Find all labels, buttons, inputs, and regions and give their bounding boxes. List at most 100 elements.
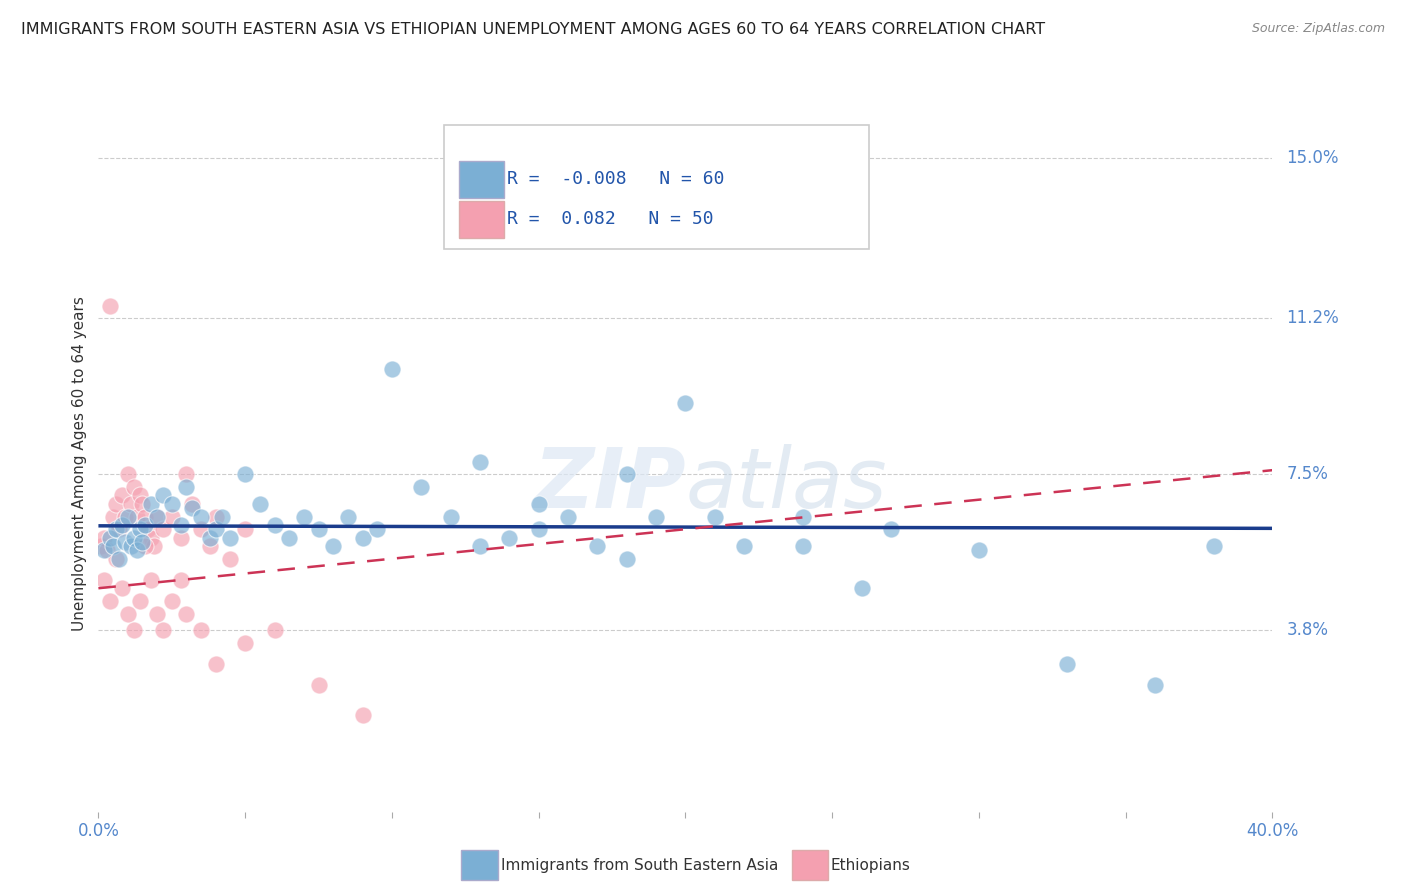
Point [851,581,873,595]
Text: 3.8%: 3.8% [1286,622,1329,640]
Point [352,707,374,722]
Text: IMMIGRANTS FROM SOUTH EASTERN ASIA VS ETHIOPIAN UNEMPLOYMENT AMONG AGES 60 TO 64: IMMIGRANTS FROM SOUTH EASTERN ASIA VS ET… [21,22,1045,37]
Point [125,543,148,558]
Point [205,657,228,672]
Point [278,531,301,545]
Text: Ethiopians: Ethiopians [831,858,911,872]
Point [792,539,814,553]
Point [146,607,169,621]
Point [308,522,330,536]
Point [125,509,148,524]
Point [117,509,139,524]
Point [122,624,145,638]
Point [557,509,579,524]
Point [308,678,330,692]
Point [292,509,315,524]
Point [1056,657,1078,672]
Point [117,607,139,621]
Point [111,488,134,502]
Point [120,497,142,511]
Point [96,543,118,558]
Point [131,497,153,511]
Point [322,539,344,553]
Point [703,509,725,524]
Point [1144,678,1167,692]
Point [880,522,903,536]
Point [120,539,142,553]
Point [131,534,153,549]
Point [160,509,183,524]
Point [134,518,156,533]
Point [141,531,163,545]
Point [98,299,121,313]
Point [190,509,212,524]
Point [136,522,159,536]
Y-axis label: Unemployment Among Ages 60 to 64 years: Unemployment Among Ages 60 to 64 years [72,296,87,632]
Point [98,531,121,545]
Point [160,594,183,608]
Point [219,551,242,566]
Point [128,522,150,536]
Point [205,509,228,524]
Point [122,480,145,494]
Point [468,455,491,469]
Point [134,509,156,524]
Point [263,624,285,638]
Text: Source: ZipAtlas.com: Source: ZipAtlas.com [1251,22,1385,36]
Point [190,624,212,638]
Point [616,467,638,482]
Point [146,509,169,524]
Point [219,531,242,545]
Point [733,539,755,553]
Text: 7.5%: 7.5% [1286,466,1329,483]
Point [105,522,128,536]
Point [143,539,166,553]
Text: ZIP: ZIP [533,444,686,525]
Point [90,539,112,553]
Point [176,480,198,494]
Point [117,467,139,482]
Point [169,573,191,587]
Point [211,509,233,524]
Point [411,480,433,494]
Point [439,509,461,524]
Point [114,509,136,524]
Point [146,509,169,524]
Point [527,522,550,536]
Point [352,531,374,545]
Point [152,522,174,536]
Point [176,467,198,482]
Point [141,497,163,511]
Point [108,522,131,536]
Text: 11.2%: 11.2% [1286,310,1340,327]
Point [198,539,221,553]
Point [141,573,163,587]
Point [967,543,990,558]
Point [108,551,131,566]
Point [128,594,150,608]
Point [1202,539,1225,553]
Text: Immigrants from South Eastern Asia: Immigrants from South Eastern Asia [501,858,778,872]
Point [527,497,550,511]
Point [205,522,228,536]
Point [381,362,404,376]
Point [792,509,814,524]
Text: R =  0.082   N = 50: R = 0.082 N = 50 [508,211,713,228]
Point [93,543,115,558]
Point [249,497,271,511]
Point [468,539,491,553]
Point [645,509,668,524]
Text: R =  -0.008   N = 60: R = -0.008 N = 60 [508,170,724,188]
Point [586,539,609,553]
Point [101,509,124,524]
Point [152,624,174,638]
Point [233,467,256,482]
Point [98,594,121,608]
Point [134,539,156,553]
Point [160,497,183,511]
Point [105,497,128,511]
Point [93,573,115,587]
Point [675,395,697,409]
Point [233,636,256,650]
Point [169,531,191,545]
